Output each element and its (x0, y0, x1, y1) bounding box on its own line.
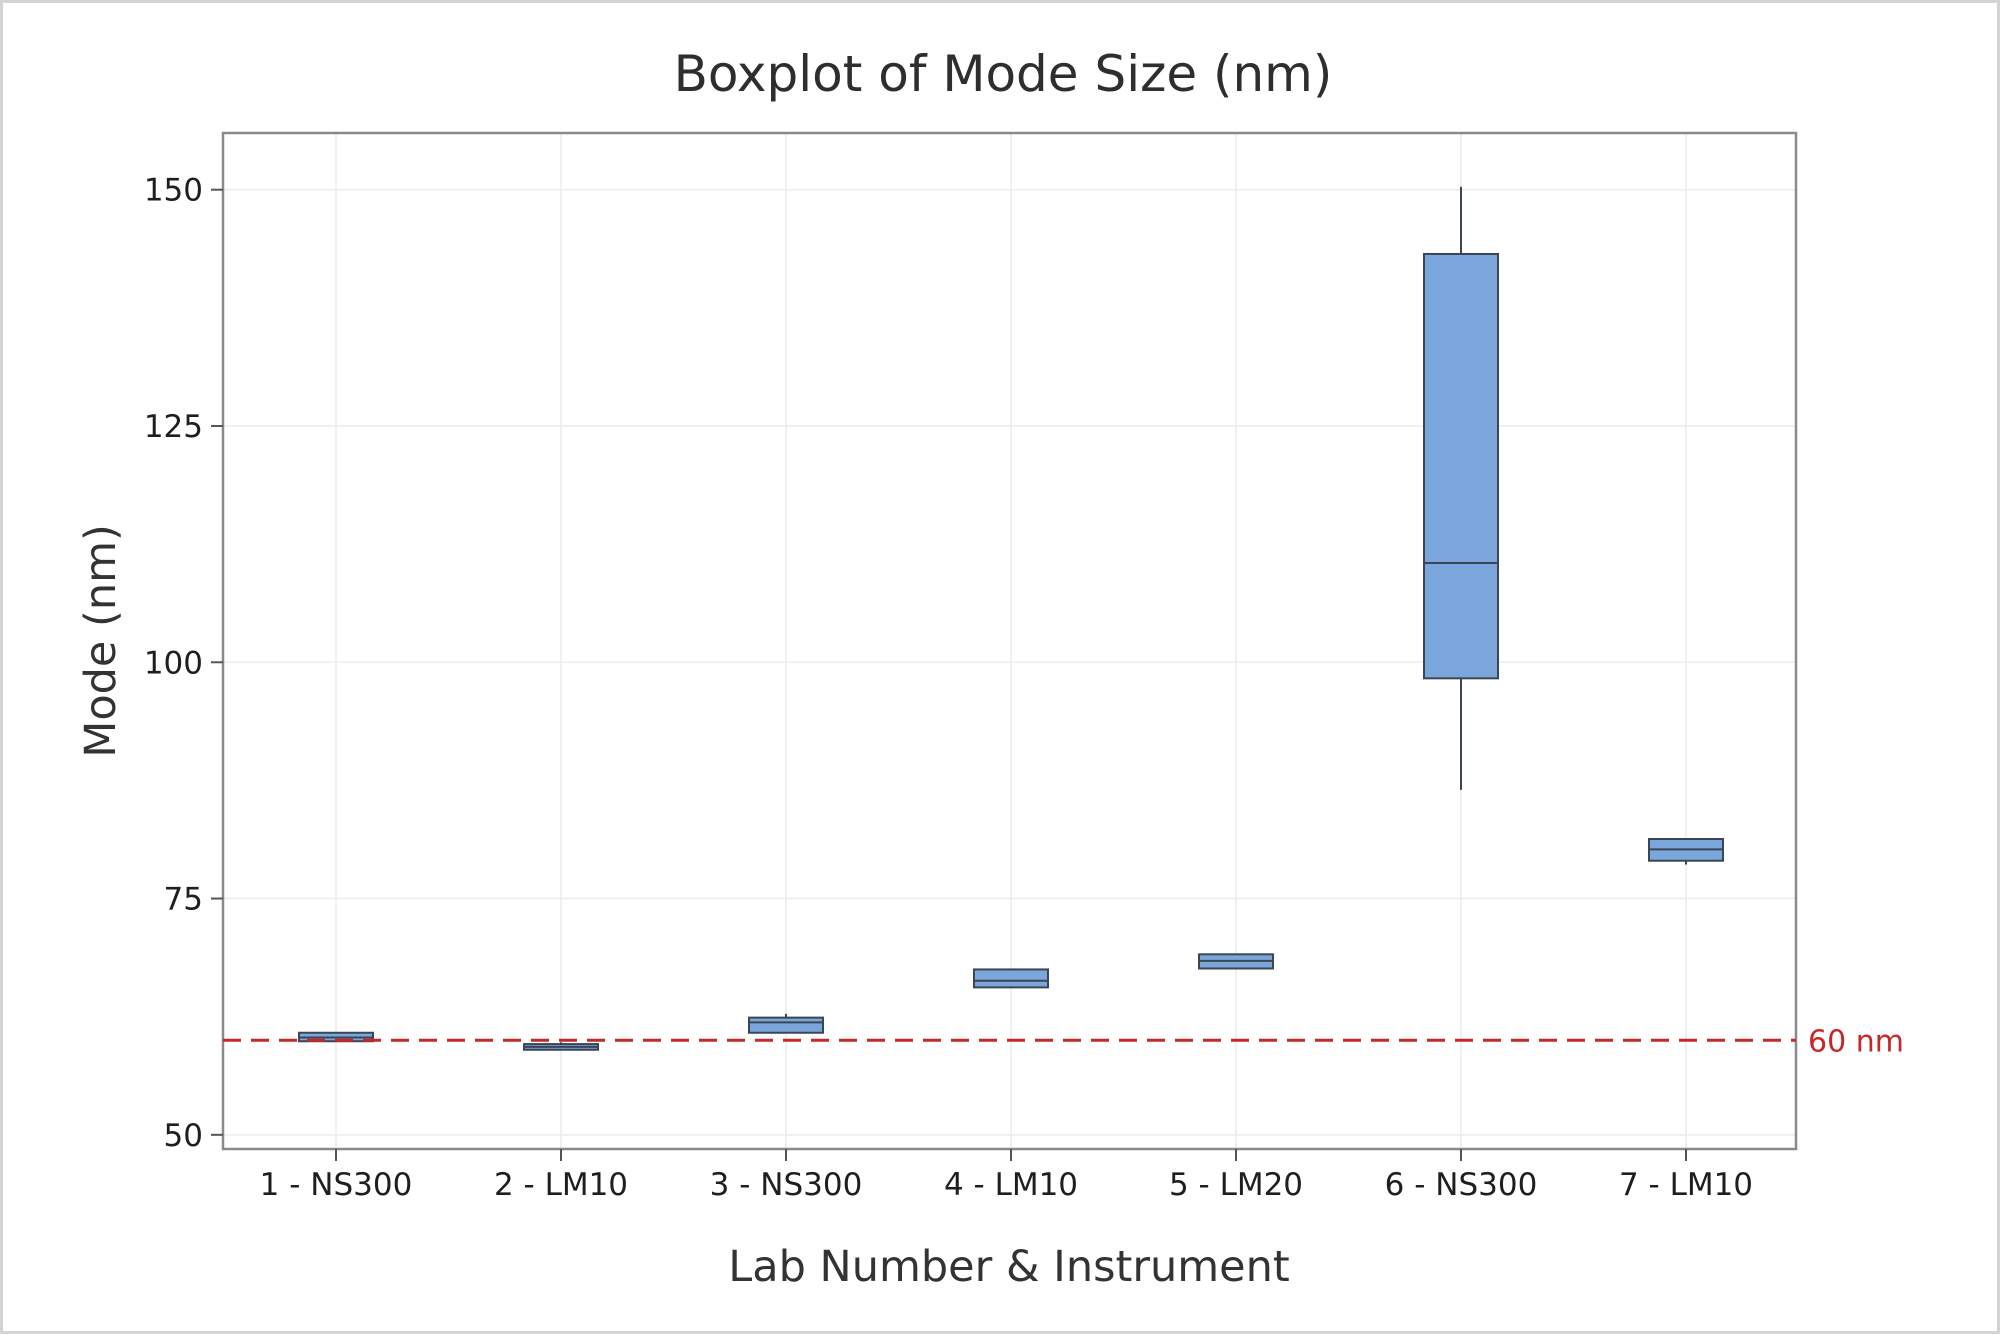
x-tick-label: 5 - LM20 (1169, 1167, 1303, 1203)
x-tick-label: 2 - LM10 (494, 1167, 628, 1203)
grid-lines (223, 133, 1796, 1149)
y-tick-label: 150 (144, 173, 203, 209)
reference-line-group: 60 nm (223, 1024, 1904, 1059)
x-axis-ticks: 1 - NS300 2 - LM10 3 - NS300 4 - LM10 5 - LM… (260, 1149, 1753, 1203)
iqr-box (1423, 252, 1499, 680)
reference-line-label: 60 nm (1808, 1024, 1904, 1059)
x-tick-label: 1 - NS300 (260, 1167, 413, 1203)
y-tick-label: 50 (164, 1118, 203, 1154)
box-7 (1648, 838, 1724, 865)
x-tick-label: 4 - LM10 (944, 1167, 1078, 1203)
box-series (298, 186, 1724, 1051)
x-axis-label: Lab Number & Instrument (728, 1242, 1289, 1292)
x-tick-label: 3 - NS300 (710, 1167, 863, 1203)
y-tick-label: 100 (144, 645, 203, 681)
x-tick-label: 7 - LM10 (1619, 1167, 1753, 1203)
y-axis-label: Mode (nm) (76, 524, 126, 758)
x-tick-label: 6 - NS300 (1385, 1167, 1538, 1203)
box-4 (973, 968, 1049, 989)
box-2 (523, 1042, 599, 1051)
box-3 (748, 1013, 824, 1034)
y-tick-label: 75 (164, 882, 203, 918)
plot-area (221, 131, 1798, 1151)
chart-title: Boxplot of Mode Size (nm) (674, 45, 1333, 103)
iqr-box (748, 1016, 824, 1034)
box-6 (1423, 186, 1499, 790)
box-5 (1198, 953, 1274, 970)
boxplot-chart: 60 nm 50 75 100 125 150 1 - NS300 2 - LM10 3 -… (76, 45, 1904, 1292)
iqr-box (973, 968, 1049, 989)
y-axis-ticks: 50 75 100 125 150 (144, 173, 223, 1154)
y-tick-label: 125 (144, 409, 203, 445)
